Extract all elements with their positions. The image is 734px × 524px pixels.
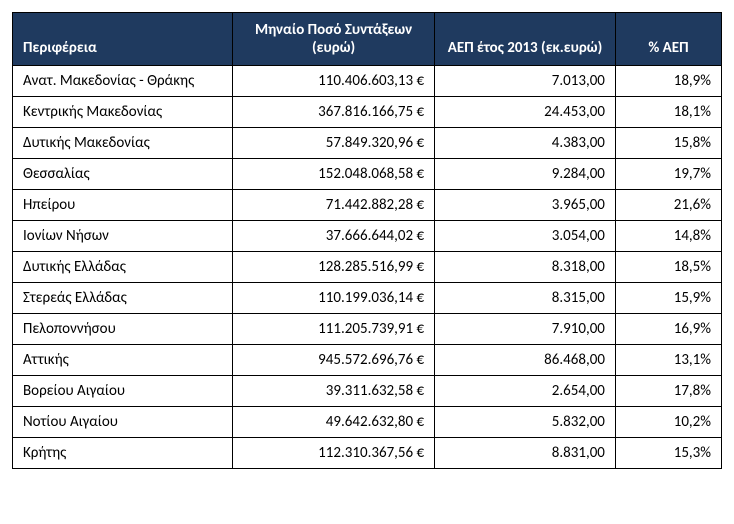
table-cell: 3.965,00 — [435, 190, 616, 221]
table-cell: 8.318,00 — [435, 252, 616, 283]
table-row: Κρήτης112.310.367,56 €8.831,0015,3% — [13, 438, 722, 469]
table-cell: Νοτίου Αιγαίου — [13, 407, 233, 438]
table-row: Βορείου Αιγαίου39.311.632,58 €2.654,0017… — [13, 376, 722, 407]
table-cell: 110.406.603,13 € — [233, 66, 435, 97]
table-cell: 18,5% — [615, 252, 721, 283]
table-cell: Κεντρικής Μακεδονίας — [13, 97, 233, 128]
table-body: Ανατ. Μακεδονίας - Θράκης110.406.603,13 … — [13, 66, 722, 469]
table-cell: Δυτικής Μακεδονίας — [13, 128, 233, 159]
table-cell: 9.284,00 — [435, 159, 616, 190]
table-cell: Πελοποννήσου — [13, 314, 233, 345]
table-cell: Βορείου Αιγαίου — [13, 376, 233, 407]
table-cell: 7.910,00 — [435, 314, 616, 345]
table-cell: 14,8% — [615, 221, 721, 252]
table-cell: 15,8% — [615, 128, 721, 159]
table-row: Ηπείρου71.442.882,28 €3.965,0021,6% — [13, 190, 722, 221]
table-cell: 15,9% — [615, 283, 721, 314]
table-cell: 24.453,00 — [435, 97, 616, 128]
data-table: Περιφέρεια Μηναίο Ποσό Συντάξεων (ευρώ) … — [12, 12, 722, 469]
table-cell: 112.310.367,56 € — [233, 438, 435, 469]
table-row: Νοτίου Αιγαίου49.642.632,80 €5.832,0010,… — [13, 407, 722, 438]
table-cell: Αττικής — [13, 345, 233, 376]
col-header-pct: % ΑΕΠ — [615, 13, 721, 66]
table-cell: Κρήτης — [13, 438, 233, 469]
table-cell: 10,2% — [615, 407, 721, 438]
table-row: Θεσσαλίας152.048.068,58 €9.284,0019,7% — [13, 159, 722, 190]
table-cell: 8.831,00 — [435, 438, 616, 469]
table-cell: 152.048.068,58 € — [233, 159, 435, 190]
table-cell: 367.816.166,75 € — [233, 97, 435, 128]
table-cell: 19,7% — [615, 159, 721, 190]
table-cell: 16,9% — [615, 314, 721, 345]
table-cell: 110.199.036,14 € — [233, 283, 435, 314]
table-cell: 5.832,00 — [435, 407, 616, 438]
table-row: Πελοποννήσου111.205.739,91 €7.910,0016,9… — [13, 314, 722, 345]
table-row: Δυτικής Μακεδονίας57.849.320,96 €4.383,0… — [13, 128, 722, 159]
table-row: Ιονίων Νήσων37.666.644,02 €3.054,0014,8% — [13, 221, 722, 252]
table-cell: 39.311.632,58 € — [233, 376, 435, 407]
col-header-region: Περιφέρεια — [13, 13, 233, 66]
table-cell: 18,1% — [615, 97, 721, 128]
table-cell: 4.383,00 — [435, 128, 616, 159]
table-cell: 7.013,00 — [435, 66, 616, 97]
table-cell: Θεσσαλίας — [13, 159, 233, 190]
col-header-pension: Μηναίο Ποσό Συντάξεων (ευρώ) — [233, 13, 435, 66]
table-cell: 21,6% — [615, 190, 721, 221]
table-cell: Ανατ. Μακεδονίας - Θράκης — [13, 66, 233, 97]
table-cell: 8.315,00 — [435, 283, 616, 314]
col-header-gdp: ΑΕΠ έτος 2013 (εκ.ευρώ) — [435, 13, 616, 66]
table-cell: 71.442.882,28 € — [233, 190, 435, 221]
table-cell: Ηπείρου — [13, 190, 233, 221]
table-cell: Δυτικής Ελλάδας — [13, 252, 233, 283]
table-row: Δυτικής Ελλάδας128.285.516,99 €8.318,001… — [13, 252, 722, 283]
table-row: Κεντρικής Μακεδονίας367.816.166,75 €24.4… — [13, 97, 722, 128]
table-cell: 18,9% — [615, 66, 721, 97]
table-cell: Στερεάς Ελλάδας — [13, 283, 233, 314]
table-cell: 945.572.696,76 € — [233, 345, 435, 376]
table-cell: 57.849.320,96 € — [233, 128, 435, 159]
table-cell: 17,8% — [615, 376, 721, 407]
table-cell: 49.642.632,80 € — [233, 407, 435, 438]
table-cell: 111.205.739,91 € — [233, 314, 435, 345]
table-row: Αττικής945.572.696,76 €86.468,0013,1% — [13, 345, 722, 376]
table-cell: 86.468,00 — [435, 345, 616, 376]
table-header-row: Περιφέρεια Μηναίο Ποσό Συντάξεων (ευρώ) … — [13, 13, 722, 66]
table-row: Ανατ. Μακεδονίας - Θράκης110.406.603,13 … — [13, 66, 722, 97]
table-cell: 128.285.516,99 € — [233, 252, 435, 283]
table-cell: 37.666.644,02 € — [233, 221, 435, 252]
table-cell: Ιονίων Νήσων — [13, 221, 233, 252]
table-cell: 2.654,00 — [435, 376, 616, 407]
table-cell: 3.054,00 — [435, 221, 616, 252]
table-cell: 15,3% — [615, 438, 721, 469]
table-row: Στερεάς Ελλάδας110.199.036,14 €8.315,001… — [13, 283, 722, 314]
table-header: Περιφέρεια Μηναίο Ποσό Συντάξεων (ευρώ) … — [13, 13, 722, 66]
table-cell: 13,1% — [615, 345, 721, 376]
